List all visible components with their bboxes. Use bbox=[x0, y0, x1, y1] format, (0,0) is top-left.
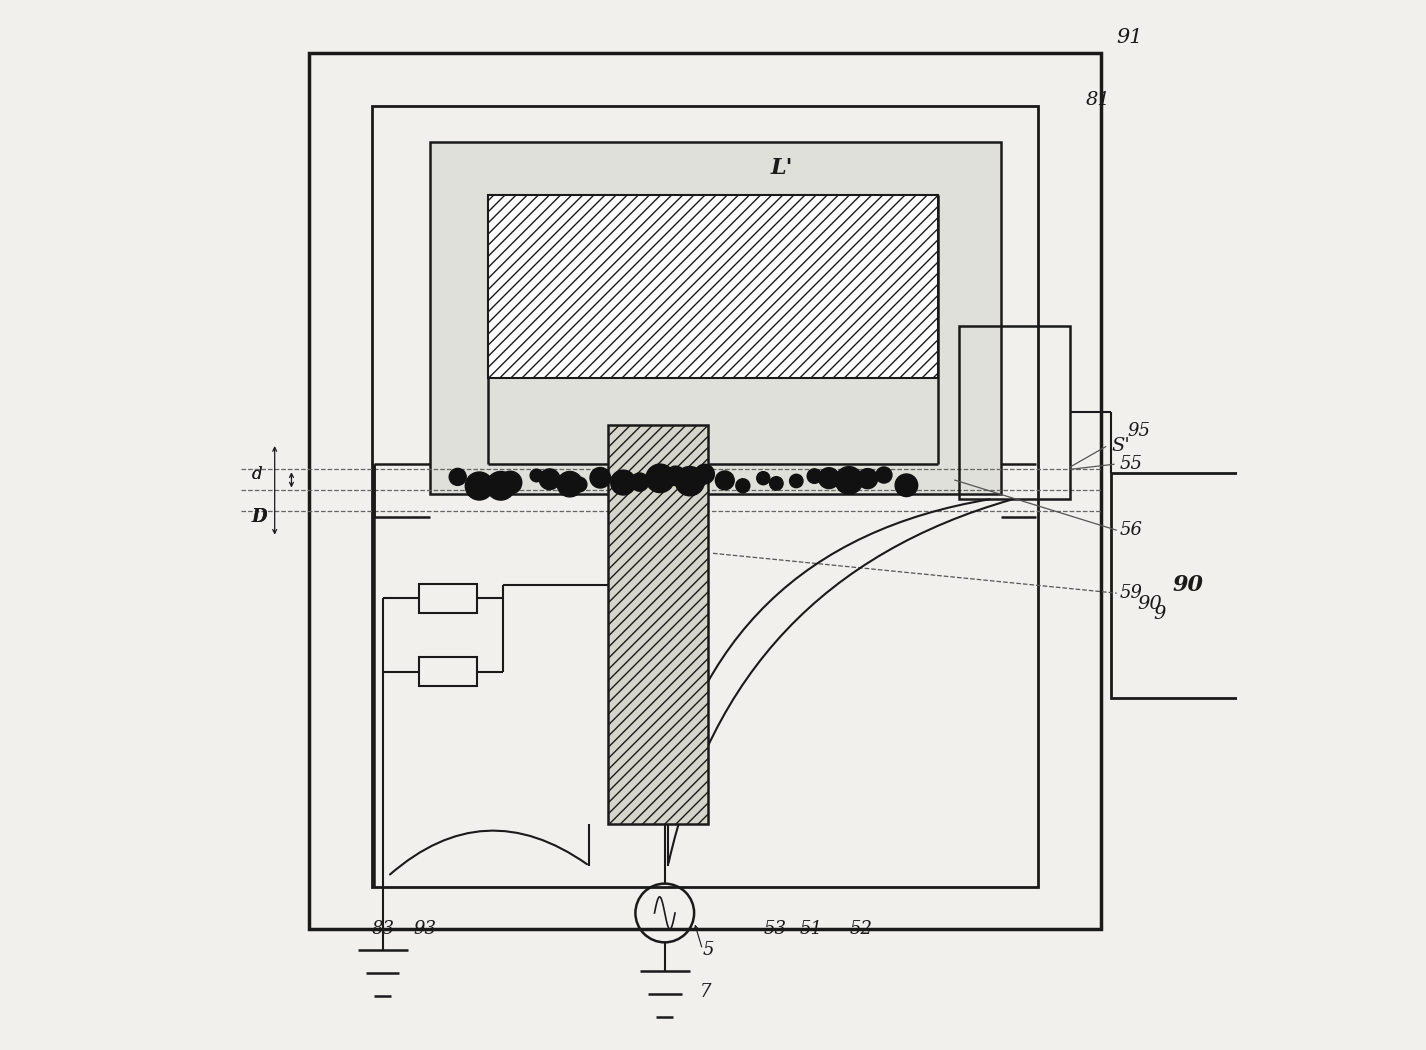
Circle shape bbox=[572, 478, 588, 491]
Circle shape bbox=[610, 470, 636, 495]
Bar bbox=[607, 425, 707, 824]
Text: 52: 52 bbox=[850, 920, 873, 938]
Text: 9: 9 bbox=[1154, 605, 1166, 623]
Circle shape bbox=[736, 479, 750, 492]
Text: 59: 59 bbox=[1119, 584, 1142, 602]
Text: 93: 93 bbox=[414, 920, 436, 938]
Text: S': S' bbox=[1111, 438, 1131, 456]
Circle shape bbox=[790, 475, 803, 487]
Circle shape bbox=[716, 471, 734, 489]
Bar bbox=[1111, 472, 1263, 698]
Text: D: D bbox=[251, 507, 267, 526]
Circle shape bbox=[530, 469, 543, 482]
Bar bbox=[488, 194, 938, 378]
Text: d: d bbox=[251, 466, 262, 483]
Circle shape bbox=[630, 472, 649, 491]
Circle shape bbox=[757, 471, 770, 485]
Bar bbox=[309, 54, 1101, 928]
Text: 7: 7 bbox=[699, 983, 712, 1001]
FancyArrowPatch shape bbox=[391, 831, 588, 875]
Text: D: D bbox=[251, 507, 267, 526]
Circle shape bbox=[674, 466, 704, 496]
Circle shape bbox=[857, 468, 877, 488]
Text: 81: 81 bbox=[1085, 91, 1109, 109]
Text: 53: 53 bbox=[763, 920, 786, 938]
Text: L': L' bbox=[770, 158, 793, 180]
Circle shape bbox=[836, 466, 863, 495]
Text: 5: 5 bbox=[703, 941, 714, 959]
Text: 55: 55 bbox=[1119, 456, 1142, 474]
Circle shape bbox=[499, 471, 522, 493]
Circle shape bbox=[807, 469, 821, 483]
Bar bbox=[372, 106, 1038, 887]
Text: 95: 95 bbox=[1127, 422, 1151, 440]
Text: 83: 83 bbox=[372, 920, 395, 938]
Circle shape bbox=[590, 467, 610, 488]
Circle shape bbox=[666, 466, 686, 485]
Bar bbox=[960, 326, 1070, 499]
Bar bbox=[429, 142, 1001, 493]
Text: 51: 51 bbox=[800, 920, 823, 938]
Circle shape bbox=[539, 469, 560, 489]
FancyArrowPatch shape bbox=[669, 500, 1012, 863]
Circle shape bbox=[896, 474, 918, 497]
Circle shape bbox=[486, 471, 515, 500]
Circle shape bbox=[694, 464, 714, 484]
Text: 56: 56 bbox=[1119, 521, 1142, 540]
Circle shape bbox=[449, 468, 466, 485]
Circle shape bbox=[558, 471, 583, 497]
Text: d: d bbox=[251, 466, 262, 483]
Text: 90: 90 bbox=[1172, 574, 1204, 596]
Circle shape bbox=[770, 477, 783, 490]
Circle shape bbox=[646, 464, 674, 492]
Circle shape bbox=[819, 467, 840, 488]
FancyArrowPatch shape bbox=[659, 499, 990, 821]
Circle shape bbox=[876, 467, 893, 483]
Text: 91: 91 bbox=[1117, 28, 1144, 47]
Bar bbox=[419, 584, 478, 613]
Bar bbox=[419, 657, 478, 687]
Text: 90: 90 bbox=[1138, 594, 1162, 612]
Circle shape bbox=[465, 472, 493, 500]
